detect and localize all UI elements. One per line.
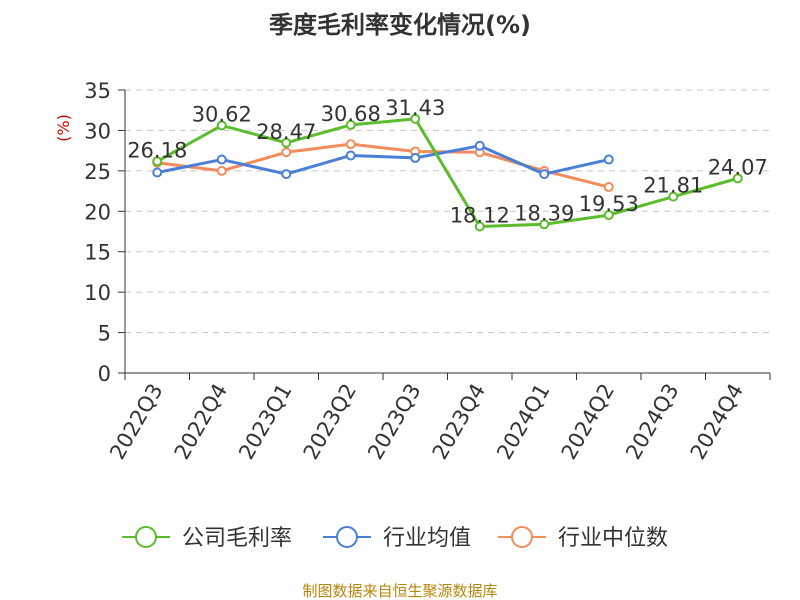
legend-label: 行业中位数: [558, 526, 668, 551]
series-line: [157, 142, 610, 189]
data-point: [281, 169, 292, 180]
y-tick-label: 15: [84, 241, 111, 265]
y-tick-label: 20: [84, 200, 111, 224]
x-tick-label: 2022Q4: [170, 380, 232, 464]
legend-label: 行业均值: [383, 526, 471, 551]
data-point: [732, 173, 743, 184]
legend-item: 行业均值: [323, 526, 471, 551]
data-point: [603, 154, 614, 165]
data-point: [410, 152, 421, 163]
data-point: [539, 219, 550, 230]
legend-marker: [336, 526, 358, 548]
y-tick-label: 0: [98, 362, 111, 386]
data-point: [410, 113, 421, 124]
source-note: 制图数据来自恒生聚源数据库: [302, 582, 497, 600]
series-line: [156, 117, 739, 228]
data-label: 24.07: [708, 155, 768, 179]
x-tick-label: 2024Q3: [621, 380, 683, 464]
data-point: [216, 120, 227, 131]
series-lines: [152, 113, 743, 232]
y-tick-label: 25: [84, 160, 111, 184]
data-point: [539, 169, 550, 180]
data-point: [216, 165, 227, 176]
y-axis-unit-label: (%): [54, 114, 73, 142]
data-point: [345, 119, 356, 130]
data-point: [152, 156, 163, 167]
x-tick-label: 2022Q3: [105, 380, 167, 464]
legend: 公司毛利率 行业均值 行业中位数: [122, 526, 668, 551]
series-line: [156, 144, 610, 176]
y-tick-label: 5: [98, 322, 111, 346]
legend-item: 公司毛利率: [122, 526, 292, 551]
data-label: 18.12: [450, 203, 510, 227]
y-tick-label: 30: [84, 119, 111, 143]
x-tick-label: 2023Q3: [363, 380, 425, 464]
x-tick-label: 2024Q2: [557, 380, 619, 464]
x-tick-label: 2024Q1: [492, 380, 554, 464]
data-label: 28.47: [256, 120, 316, 144]
data-point: [216, 154, 227, 165]
x-tick-label: 2023Q2: [299, 380, 361, 464]
data-label: 31.43: [385, 96, 445, 120]
chart-title: 季度毛利率变化情况(%): [269, 11, 531, 39]
data-label: 18.39: [514, 201, 574, 225]
data-point: [152, 167, 163, 178]
legend-marker: [135, 526, 157, 548]
data-label: 19.53: [579, 192, 639, 216]
data-point: [281, 147, 292, 158]
data-label: 30.62: [192, 102, 252, 126]
legend-marker: [511, 526, 533, 548]
legend-label: 公司毛利率: [182, 526, 292, 551]
data-label: 21.81: [643, 174, 703, 198]
x-tick-label: 2024Q4: [686, 380, 748, 464]
data-point: [668, 191, 679, 202]
data-point: [603, 210, 614, 221]
y-tick-label: 35: [84, 79, 111, 103]
data-point: [474, 221, 485, 232]
data-point: [603, 182, 614, 193]
data-point: [474, 140, 485, 151]
legend-item: 行业中位数: [498, 526, 668, 551]
data-point: [281, 137, 292, 148]
x-tick-label: 2023Q4: [428, 380, 490, 464]
data-point: [345, 150, 356, 161]
data-label: 30.68: [321, 102, 381, 126]
data-point: [345, 139, 356, 150]
y-tick-label: 10: [84, 281, 111, 305]
data-label: 26.18: [127, 138, 187, 162]
x-tick-label: 2023Q1: [234, 380, 296, 464]
